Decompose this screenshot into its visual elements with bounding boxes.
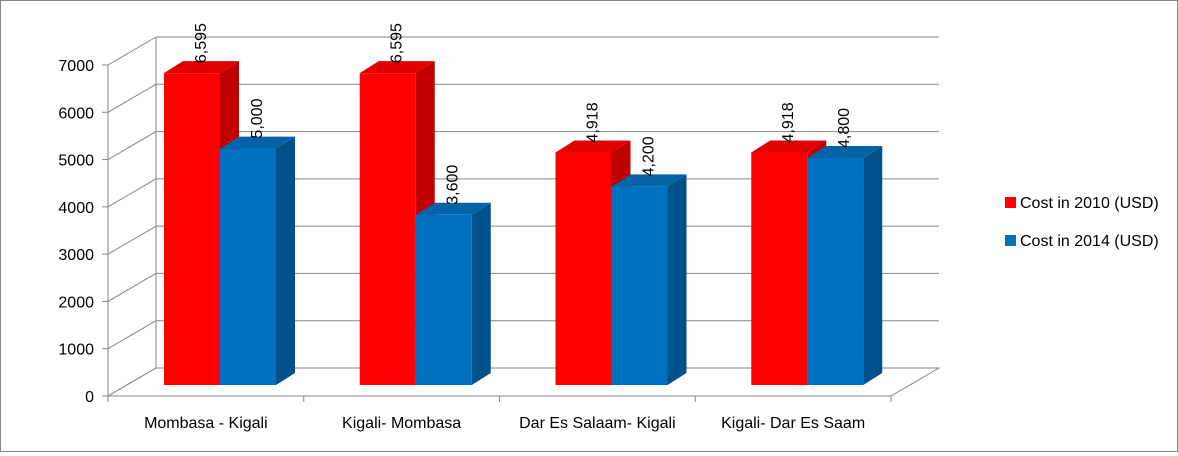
y-tick-label: 5000 xyxy=(58,153,94,170)
gridline-side xyxy=(107,272,157,302)
bar-top xyxy=(807,146,883,159)
bar-side xyxy=(863,146,883,385)
y-tick-label: 0 xyxy=(85,389,94,406)
data-label: 4,918 xyxy=(780,102,797,142)
bar-top xyxy=(751,140,827,153)
bar-top xyxy=(555,140,631,153)
bar-side xyxy=(471,202,491,385)
gridline-side xyxy=(107,36,157,66)
legend-swatch xyxy=(1005,235,1016,246)
bar xyxy=(807,158,864,385)
bar-series-group xyxy=(164,61,883,386)
x-category-label: Dar Es Salaam- Kigali xyxy=(519,415,676,432)
x-category-label: Kigali- Dar Es Saam xyxy=(721,415,865,432)
y-tick-label: 2000 xyxy=(58,294,94,311)
legend-swatch xyxy=(1005,197,1016,208)
y-tick-label: 1000 xyxy=(58,342,94,359)
gridline-side xyxy=(107,367,157,397)
legend-label: Cost in 2010 (USD) xyxy=(1020,195,1159,212)
bar-side xyxy=(276,136,295,385)
bar xyxy=(164,73,220,386)
bar-top xyxy=(611,174,687,187)
x-category-label: Mombasa - Kigali xyxy=(144,415,268,432)
data-label: 6,595 xyxy=(389,23,406,63)
gridline-side xyxy=(107,131,157,161)
bar xyxy=(220,148,276,385)
legend-label: Cost in 2014 (USD) xyxy=(1020,233,1159,250)
data-label: 4,200 xyxy=(641,136,658,176)
gridline-side xyxy=(107,225,157,255)
bar-top xyxy=(220,136,295,149)
data-label: 6,595 xyxy=(193,23,210,63)
x-category-label: Kigali- Mombasa xyxy=(342,415,461,432)
data-label: 4,918 xyxy=(585,102,602,142)
bar xyxy=(359,73,416,386)
bar-side xyxy=(667,174,687,385)
gridline-side xyxy=(107,83,157,113)
y-tick-label: 3000 xyxy=(58,247,94,264)
data-label: 5,000 xyxy=(249,98,266,138)
y-tick-label: 6000 xyxy=(58,105,94,122)
bar xyxy=(555,152,612,385)
data-label: 3,600 xyxy=(445,165,462,205)
gridline-side xyxy=(107,320,157,350)
legend: Cost in 2010 (USD) Cost in 2014 (USD) xyxy=(1005,195,1159,250)
bar xyxy=(611,186,668,385)
y-tick-label: 7000 xyxy=(58,58,94,75)
bar xyxy=(751,152,808,385)
y-tick-label: 4000 xyxy=(58,200,94,217)
bar xyxy=(415,214,472,385)
gridline-side xyxy=(107,178,157,208)
data-label: 4,800 xyxy=(836,108,853,148)
axes: 0 1000 2000 3000 4000 5000 6000 7000 Mombasa - K… xyxy=(58,58,892,432)
bar-top xyxy=(359,61,435,74)
data-labels-group: 6,595 5,000 6,595 3,600 4,918 4,200 4,918 4,800 xyxy=(193,23,853,205)
bar-top xyxy=(164,61,239,74)
bar-top xyxy=(415,202,491,215)
